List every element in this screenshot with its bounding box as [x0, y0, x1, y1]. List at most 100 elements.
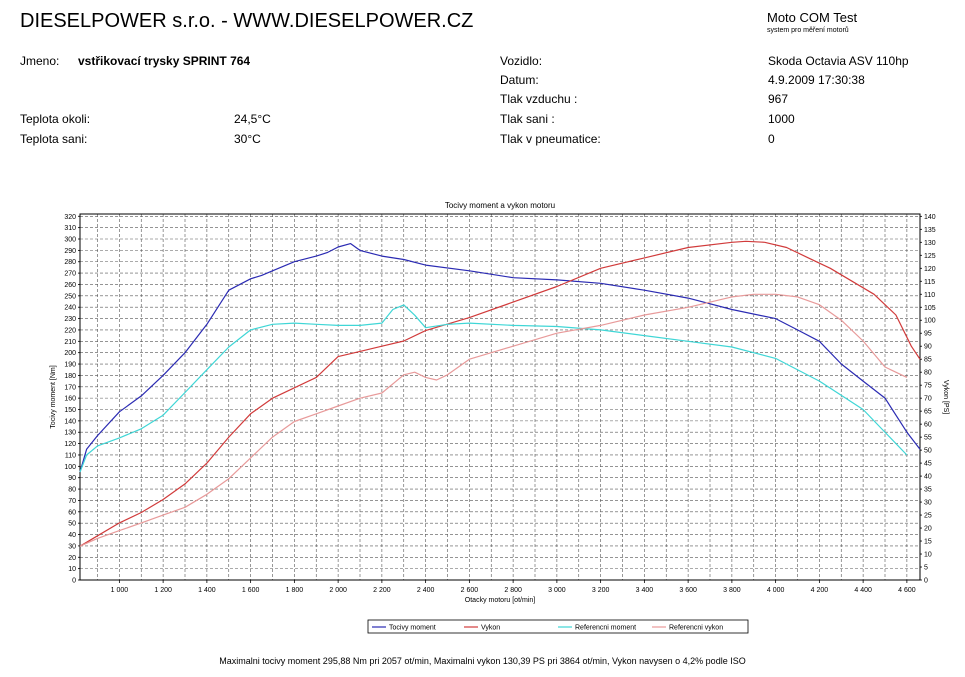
x-tick-label: 4 600 [898, 587, 916, 594]
y-tick-label: 290 [64, 248, 76, 255]
tlak-vzduchu-value: 967 [768, 92, 789, 106]
app-name: Moto COM Test [767, 10, 858, 25]
x-tick-label: 3 800 [723, 587, 741, 594]
y-right-tick-label: 0 [924, 578, 928, 585]
x-tick-label: 3 200 [592, 587, 610, 594]
legend-label: Referencni moment [575, 625, 636, 632]
y-tick-label: 300 [64, 237, 76, 244]
y-right-tick-label: 105 [924, 305, 936, 312]
legend-label: Vykon [481, 625, 500, 632]
y-tick-label: 320 [64, 214, 76, 221]
series-line-tocivy-moment [79, 243, 921, 473]
teplota-okoli-value: 24,5°C [234, 112, 271, 126]
y-tick-label: 190 [64, 362, 76, 369]
y-right-tick-label: 140 [924, 214, 936, 221]
y-right-tick-label: 120 [924, 266, 936, 273]
y-tick-label: 180 [64, 373, 76, 380]
y-tick-label: 250 [64, 293, 76, 300]
y-tick-label: 60 [68, 509, 76, 516]
y-tick-label: 30 [68, 543, 76, 550]
y-tick-label: 220 [64, 327, 76, 334]
x-tick-label: 3 600 [679, 587, 697, 594]
y-tick-label: 40 [68, 532, 76, 539]
x-tick-label: 2 800 [504, 587, 522, 594]
y-right-tick-label: 5 [924, 565, 928, 572]
y-axis-label-left: Tocivy moment [Nm] [50, 365, 57, 428]
y-right-tick-label: 35 [924, 487, 932, 494]
footer-summary: Maximalni tocivy moment 295,88 Nm pri 20… [219, 656, 746, 666]
y-right-tick-label: 70 [924, 396, 932, 403]
y-right-tick-label: 40 [924, 474, 932, 481]
y-right-tick-label: 75 [924, 383, 932, 390]
x-axis: 1 000 1 200 1 400 1 600 1 800 2 000 2 200 2 400… [111, 580, 916, 594]
company-title: DIESELPOWER s.r.o. - WWW.DIESELPOWER.CZ [20, 10, 474, 32]
y-right-tick-label: 80 [924, 370, 932, 377]
tlak-vzduchu-label: Tlak vzduchu : [500, 92, 578, 106]
y-tick-label: 50 [68, 521, 76, 528]
y-tick-label: 270 [64, 271, 76, 278]
y-right-tick-label: 125 [924, 253, 936, 260]
vozidlo-label: Vozidlo: [500, 54, 543, 68]
app-subtitle: system pro měření motorů [767, 27, 849, 34]
x-axis-label: Otacky motoru [ot/min] [465, 597, 535, 604]
right-axis: 0 5 10 15 20 25 30 35 40 45 50 55 60 65 70 75 80 85 90 95 10… [920, 214, 936, 585]
y-right-tick-label: 65 [924, 409, 932, 416]
tlak-pneu-label: Tlak v pneumatice: [500, 132, 601, 146]
teplota-okoli-label: Teplota okoli: [20, 112, 91, 126]
y-right-tick-label: 90 [924, 344, 932, 351]
x-tick-label: 2 200 [373, 587, 391, 594]
datum-label: Datum: [500, 73, 539, 87]
y-right-tick-label: 50 [924, 448, 932, 455]
y-right-tick-label: 115 [924, 279, 935, 286]
y-tick-label: 230 [64, 316, 76, 323]
teplota-sani-label: Teplota sani: [20, 132, 88, 146]
y-tick-label: 310 [64, 225, 76, 232]
y-right-tick-label: 20 [924, 526, 932, 533]
y-tick-label: 160 [64, 396, 76, 403]
datum-value: 4.9.2009 17:30:38 [768, 73, 865, 87]
jmeno-value: vstřikovací trysky SPRINT 764 [78, 54, 251, 68]
y-tick-label: 70 [68, 498, 76, 505]
chart-series [79, 240, 921, 547]
series-line-referencni-vykon [79, 293, 908, 547]
x-tick-label: 1 600 [242, 587, 260, 594]
tlak-pneu-value: 0 [768, 132, 775, 146]
y-tick-label: 90 [68, 475, 76, 482]
legend-label: Referencni vykon [669, 625, 723, 632]
x-tick-label: 3 000 [548, 587, 566, 594]
y-tick-label: 170 [64, 384, 76, 391]
y-right-tick-label: 55 [924, 435, 932, 442]
x-tick-label: 4 200 [811, 587, 829, 594]
y-right-tick-label: 110 [924, 292, 935, 299]
x-tick-label: 1 800 [286, 587, 304, 594]
y-tick-label: 120 [64, 441, 76, 448]
y-axis-label-right: Vykon [PS] [942, 380, 949, 414]
y-right-tick-label: 10 [924, 552, 932, 559]
y-right-tick-label: 45 [924, 461, 932, 468]
y-tick-label: 130 [64, 430, 76, 437]
x-tick-label: 1 000 [111, 587, 129, 594]
y-tick-label: 150 [64, 407, 76, 414]
series-line-referencni-moment [79, 304, 908, 473]
x-tick-label: 2 400 [417, 587, 435, 594]
x-tick-label: 1 400 [198, 587, 216, 594]
vozidlo-value: Skoda Octavia ASV 110hp [768, 54, 909, 68]
y-tick-label: 100 [64, 464, 76, 471]
y-tick-label: 110 [65, 452, 76, 459]
tlak-sani-label: Tlak sani : [500, 112, 555, 126]
plot-frame [79, 213, 921, 581]
y-tick-label: 240 [64, 305, 76, 312]
x-tick-label: 2 000 [329, 587, 347, 594]
y-right-tick-label: 135 [924, 227, 936, 234]
tlak-sani-value: 1000 [768, 112, 795, 126]
y-tick-label: 80 [68, 487, 76, 494]
y-right-tick-label: 95 [924, 331, 932, 338]
y-right-tick-label: 25 [924, 513, 932, 520]
x-tick-label: 4 400 [854, 587, 872, 594]
chart-title: Tocivy moment a vykon motoru [445, 201, 555, 210]
y-tick-label: 0 [72, 578, 76, 585]
x-tick-label: 2 600 [461, 587, 479, 594]
legend-label: Tocivy moment [389, 625, 436, 632]
jmeno-label: Jmeno: [20, 54, 60, 68]
